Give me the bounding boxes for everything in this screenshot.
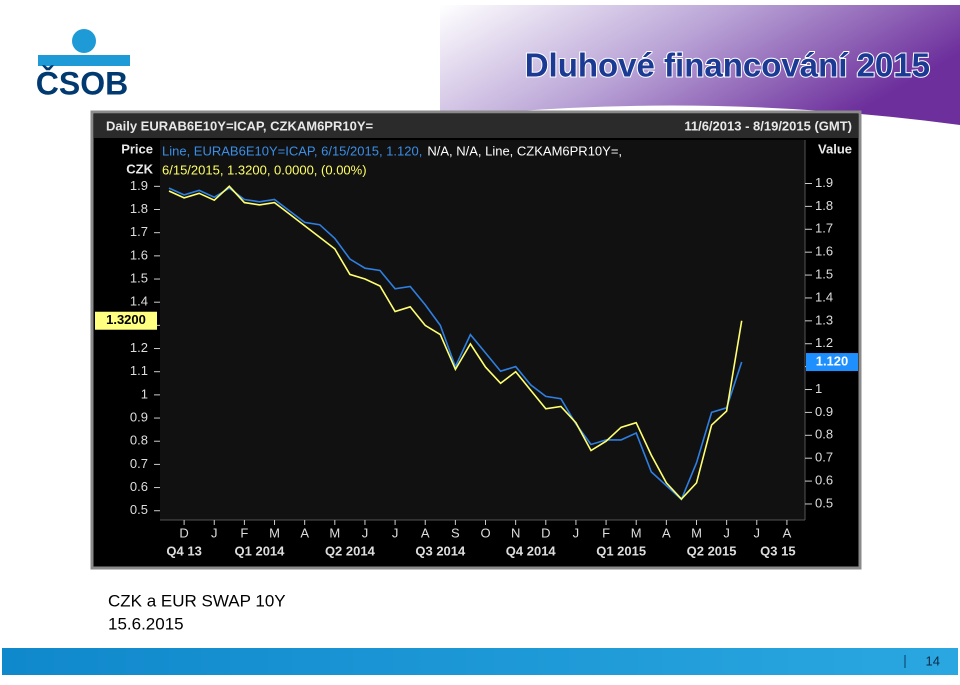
x-tick-label: J: [211, 525, 218, 540]
y-tick-label: 1.9: [130, 178, 148, 193]
x-tick-label: D: [179, 525, 188, 540]
value-tag: [806, 353, 858, 372]
plot-area: [160, 140, 805, 520]
x-tick-label: S: [451, 525, 460, 540]
y2-tick-label: 1.5: [815, 266, 833, 281]
x-tick-label: N: [511, 525, 520, 540]
y2-tick-label: 0.5: [815, 495, 833, 510]
quarter-label: Q1 2014: [235, 543, 286, 558]
x-tick-label: F: [602, 525, 610, 540]
logo-text: ČSOB: [36, 65, 128, 101]
series-line: [168, 185, 743, 501]
y-tick-label: 1.5: [130, 270, 148, 285]
x-tick-label: J: [573, 525, 580, 540]
x-tick-label: A: [421, 525, 430, 540]
y-tick-label: 0.8: [130, 433, 148, 448]
x-tick-label: J: [723, 525, 730, 540]
y-tick-label: 1.7: [130, 224, 148, 239]
y2-tick-label: 0.7: [815, 450, 833, 465]
logo: ČSOB: [36, 29, 130, 101]
y-axis-unit: CZK: [126, 161, 153, 176]
x-tick-label: M: [691, 525, 702, 540]
slide-title: Dluhové financování 2015: [525, 47, 930, 84]
value-tag-label: 1.3200: [106, 312, 146, 327]
quarter-label: Q3 2014: [415, 543, 466, 558]
chart-header-bar: [94, 114, 858, 138]
legend-entry: Line, EURAB6E10Y=ICAP, 6/15/2015, 1.120,: [162, 143, 422, 158]
quarter-label: Q1 2015: [596, 543, 646, 558]
x-tick-label: O: [480, 525, 490, 540]
quarter-label: Q4 2014: [506, 543, 557, 558]
legend-entry: 6/15/2015, 1.3200, 0.0000, (0.00%): [162, 162, 367, 177]
y2-tick-label: 1: [815, 381, 822, 396]
x-tick-label: M: [329, 525, 340, 540]
x-tick-label: A: [300, 525, 309, 540]
y2-tick-label: 1.7: [815, 221, 833, 236]
y-tick-label: 1.1: [130, 363, 148, 378]
y-axis-label: Price: [121, 141, 153, 156]
y-tick-label: 0.9: [130, 409, 148, 424]
y2-axis-label: Value: [818, 141, 852, 156]
x-tick-label: D: [541, 525, 550, 540]
y-tick-label: 0.6: [130, 479, 148, 494]
caption: CZK a EUR SWAP 10Y: [108, 591, 286, 610]
footer-bar: [2, 648, 958, 675]
y2-tick-label: 1.2: [815, 335, 833, 350]
x-tick-label: A: [662, 525, 671, 540]
y2-tick-label: 0.9: [815, 404, 833, 419]
y2-tick-label: 0.8: [815, 427, 833, 442]
quarter-label: Q3 15: [760, 543, 795, 558]
y-tick-label: 1.6: [130, 247, 148, 262]
series-line: [168, 187, 743, 501]
page-number: 14: [926, 653, 940, 668]
x-tick-label: J: [754, 525, 761, 540]
x-tick-label: M: [631, 525, 642, 540]
date-range: 11/6/2013 - 8/19/2015 (GMT): [684, 118, 852, 133]
legend-entry: N/A, N/A, Line, CZKAM6PR10Y=,: [427, 143, 622, 158]
y-tick-label: 0.5: [130, 502, 148, 517]
y-tick-label: 1: [141, 386, 148, 401]
x-tick-label: J: [362, 525, 369, 540]
y2-tick-label: 1.6: [815, 244, 833, 259]
y2-tick-label: 1.3: [815, 312, 833, 327]
chart-header: Daily EURAB6E10Y=ICAP, CZKAM6PR10Y=: [106, 118, 373, 133]
y-tick-label: 1.4: [130, 294, 148, 309]
x-tick-label: A: [783, 525, 792, 540]
value-tag: [95, 311, 157, 330]
y-tick-label: 1.2: [130, 340, 148, 355]
y-tick-label: 0.7: [130, 456, 148, 471]
caption-date: 15.6.2015: [108, 614, 184, 633]
x-tick-label: F: [240, 525, 248, 540]
y-tick-label: 1.8: [130, 201, 148, 216]
x-tick-label: J: [392, 525, 399, 540]
y2-tick-label: 1.8: [815, 198, 833, 213]
x-tick-label: M: [269, 525, 280, 540]
quarter-label: Q4 13: [166, 543, 201, 558]
y2-tick-label: 0.6: [815, 473, 833, 488]
quarter-label: Q2 2014: [325, 543, 376, 558]
value-tag-label: 1.120: [816, 353, 849, 368]
y2-tick-label: 1.4: [815, 289, 833, 304]
title-banner: [440, 5, 960, 125]
y2-tick-label: 1.9: [815, 175, 833, 190]
quarter-label: Q2 2015: [687, 543, 737, 558]
